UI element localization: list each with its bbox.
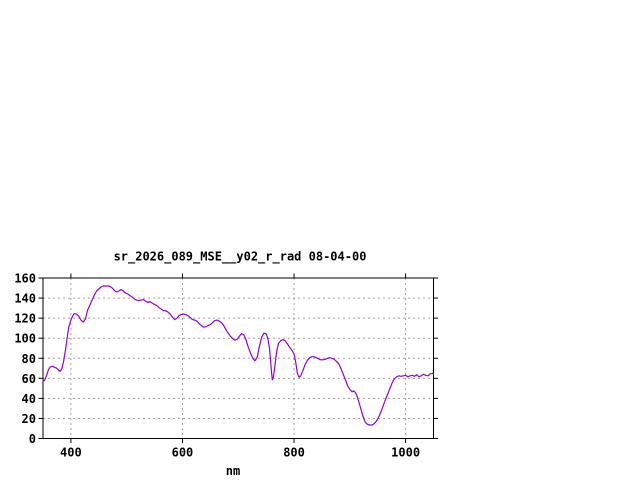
grid-layer [43,278,434,439]
y-tick-label: 0 [29,432,36,446]
y-tick-label: 160 [14,272,36,286]
data-line-series [42,285,435,426]
y-tick-label: 100 [14,332,36,346]
y-tick-label: 140 [14,292,36,306]
y-tick-label: 80 [22,352,36,366]
chart-title: sr_2026_089_MSE__y02_r_rad 08-04-00 [114,250,367,265]
tick-layer [38,273,438,443]
y-tick-label: 60 [22,372,36,386]
x-tick-label: 400 [60,446,82,460]
plot-border [42,277,434,439]
x-tick-label: 600 [172,446,194,460]
x-axis-label: nm [226,464,240,478]
y-tick-label: 40 [22,392,36,406]
y-tick-label: 120 [14,312,36,326]
tick-label-layer: 0 20 40 60 80 100 120 140 160 400 600 800 1000 [14,272,420,460]
x-tick-label: 800 [283,446,305,460]
x-tick-label: 1000 [391,446,420,460]
y-tick-label: 20 [22,412,36,426]
